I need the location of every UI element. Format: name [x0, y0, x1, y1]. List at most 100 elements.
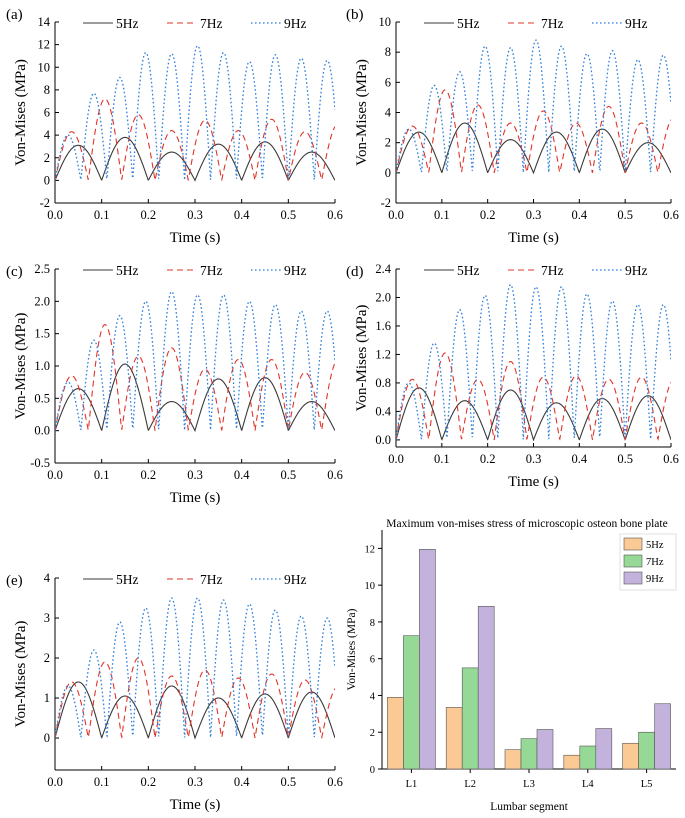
y-tick-label: 1.2	[375, 347, 391, 361]
legend-label-9Hz: 9Hz	[625, 263, 648, 278]
x-tick-label: 0.6	[327, 208, 343, 222]
bar-L1-9Hz	[419, 549, 436, 770]
x-tick-label: 0.4	[234, 775, 250, 789]
x-tick-label: 0.2	[480, 452, 496, 466]
category-label-L1: L1	[406, 779, 418, 790]
legend-label-7Hz: 7Hz	[200, 572, 223, 587]
panel-label: (d)	[346, 264, 364, 280]
y-tick-label: 0.8	[375, 376, 391, 390]
x-tick-label: 0.1	[94, 775, 110, 789]
x-tick-label: 0.0	[388, 208, 404, 222]
x-tick-label: 0.6	[663, 208, 679, 222]
bar-y-axis-title: Von-Mises (MPa)	[346, 608, 358, 690]
x-tick-label: 0.1	[434, 208, 450, 222]
series-line-9Hz	[55, 290, 335, 431]
x-tick-label: 0.3	[526, 208, 542, 222]
y-tick-label: 4	[44, 128, 51, 142]
legend-swatch-9Hz	[623, 571, 643, 585]
x-tick-label: 0.2	[141, 468, 157, 482]
series-line-7Hz	[55, 657, 335, 740]
bar-L3-5Hz	[504, 749, 522, 770]
x-tick-label: 0.3	[187, 208, 203, 222]
y-tick-label: -2	[381, 196, 391, 210]
y-tick-label: 1	[44, 691, 50, 705]
y-tick-label: 0	[44, 731, 50, 745]
legend-label-9Hz: 9Hz	[284, 572, 307, 587]
panel-label: (a)	[6, 7, 23, 23]
x-tick-label: 0.0	[47, 775, 63, 789]
y-tick-label: 14	[38, 15, 51, 29]
bar-L4-7Hz	[579, 745, 597, 770]
y-tick-label: 0.5	[34, 391, 50, 405]
category-label-L3: L3	[523, 779, 535, 790]
y-tick-label: 0.4	[375, 404, 391, 418]
series-line-9Hz	[55, 597, 335, 739]
x-tick-label: 0.2	[480, 208, 496, 222]
y-tick-label: 0	[44, 173, 50, 187]
x-tick-label: 0.4	[234, 468, 250, 482]
x-tick-label: 0.1	[94, 208, 110, 222]
line-panel-1: (a) 0.0 0.1 0.2 0.3 0.4 0.5 0.6 -2 0 2 4 6 8 10 12 14 Tim…	[6, 7, 343, 246]
category-label-L5: L5	[641, 779, 653, 790]
bar-L1-7Hz	[403, 635, 420, 770]
x-axis-title: Time (s)	[170, 230, 221, 246]
category-label-L2: L2	[464, 779, 476, 790]
x-tick-label: 0.0	[47, 468, 63, 482]
bar-L4-5Hz	[563, 754, 581, 770]
legend-label-5Hz: 5Hz	[116, 263, 139, 278]
bar-L3-9Hz	[536, 729, 554, 770]
x-tick-label: 0.1	[94, 468, 110, 482]
legend-label-9Hz: 9Hz	[646, 574, 664, 585]
bar-legend: 5Hz 7Hz 9Hz	[619, 533, 677, 591]
y-tick-label: 4	[44, 571, 51, 585]
y-tick-label: 2.5	[34, 262, 50, 276]
y-tick-label: 0	[385, 166, 391, 180]
legend-label-5Hz: 5Hz	[116, 16, 139, 31]
legend-swatch-7Hz	[623, 554, 643, 568]
y-axis-title: Von-Mises (MPa)	[13, 59, 29, 166]
x-axis-title: Time (s)	[170, 490, 221, 506]
y-tick-label: 6	[385, 75, 391, 89]
y-tick-label: 8	[44, 83, 50, 97]
x-tick-label: 0.4	[572, 452, 588, 466]
y-tick-label: 1.6	[375, 319, 391, 333]
legend-label-5Hz: 5Hz	[116, 572, 139, 587]
y-tick-label: 10	[379, 15, 392, 29]
legend-label-7Hz: 7Hz	[541, 263, 564, 278]
legend-swatch-5Hz	[623, 537, 643, 551]
bar-L4-9Hz	[595, 728, 613, 770]
y-tick-label: 2	[44, 651, 50, 665]
bar-x-axis-title: Lumbar segment	[490, 801, 568, 813]
x-tick-label: 0.5	[281, 468, 297, 482]
legend-label-7Hz: 7Hz	[646, 557, 664, 568]
x-tick-label: 0.5	[281, 775, 297, 789]
bar-y-tick-label: 6	[370, 655, 375, 666]
x-axis-title: Time (s)	[508, 230, 559, 246]
panel-label: (c)	[6, 264, 23, 280]
legend-label-7Hz: 7Hz	[541, 16, 564, 31]
bar-y-tick-label: 4	[370, 691, 376, 702]
x-tick-label: 0.6	[327, 468, 343, 482]
bar-L3-7Hz	[520, 738, 538, 770]
legend-label-5Hz: 5Hz	[457, 16, 480, 31]
bar-chart-panel: Maximum von-mises stress of microscopic …	[346, 518, 677, 813]
y-tick-label: 12	[38, 38, 51, 52]
series-line-7Hz	[396, 89, 671, 175]
y-axis-title: Von-Mises (MPa)	[354, 305, 370, 412]
y-tick-label: 2	[385, 136, 391, 150]
x-tick-label: 0.1	[434, 452, 450, 466]
y-tick-label: 2	[44, 151, 50, 165]
bar-L5-9Hz	[654, 703, 671, 770]
legend-label-7Hz: 7Hz	[200, 263, 223, 278]
line-panel-4: (d) 0.0 0.1 0.2 0.3 0.4 0.5 0.6 0.0 0.4 0.8 1.2 1.6 2…	[346, 262, 679, 490]
y-tick-label: 10	[38, 60, 51, 74]
bar-y-tick-label: 12	[365, 544, 376, 555]
x-tick-label: 0.4	[234, 208, 250, 222]
x-tick-label: 0.0	[388, 452, 404, 466]
x-tick-label: 0.3	[187, 775, 203, 789]
bar-y-tick-label: 2	[370, 728, 375, 739]
y-tick-label: 1.0	[34, 359, 50, 373]
series-line-7Hz	[55, 98, 335, 182]
y-tick-label: 1.5	[34, 327, 50, 341]
series-line-5Hz	[55, 363, 335, 433]
